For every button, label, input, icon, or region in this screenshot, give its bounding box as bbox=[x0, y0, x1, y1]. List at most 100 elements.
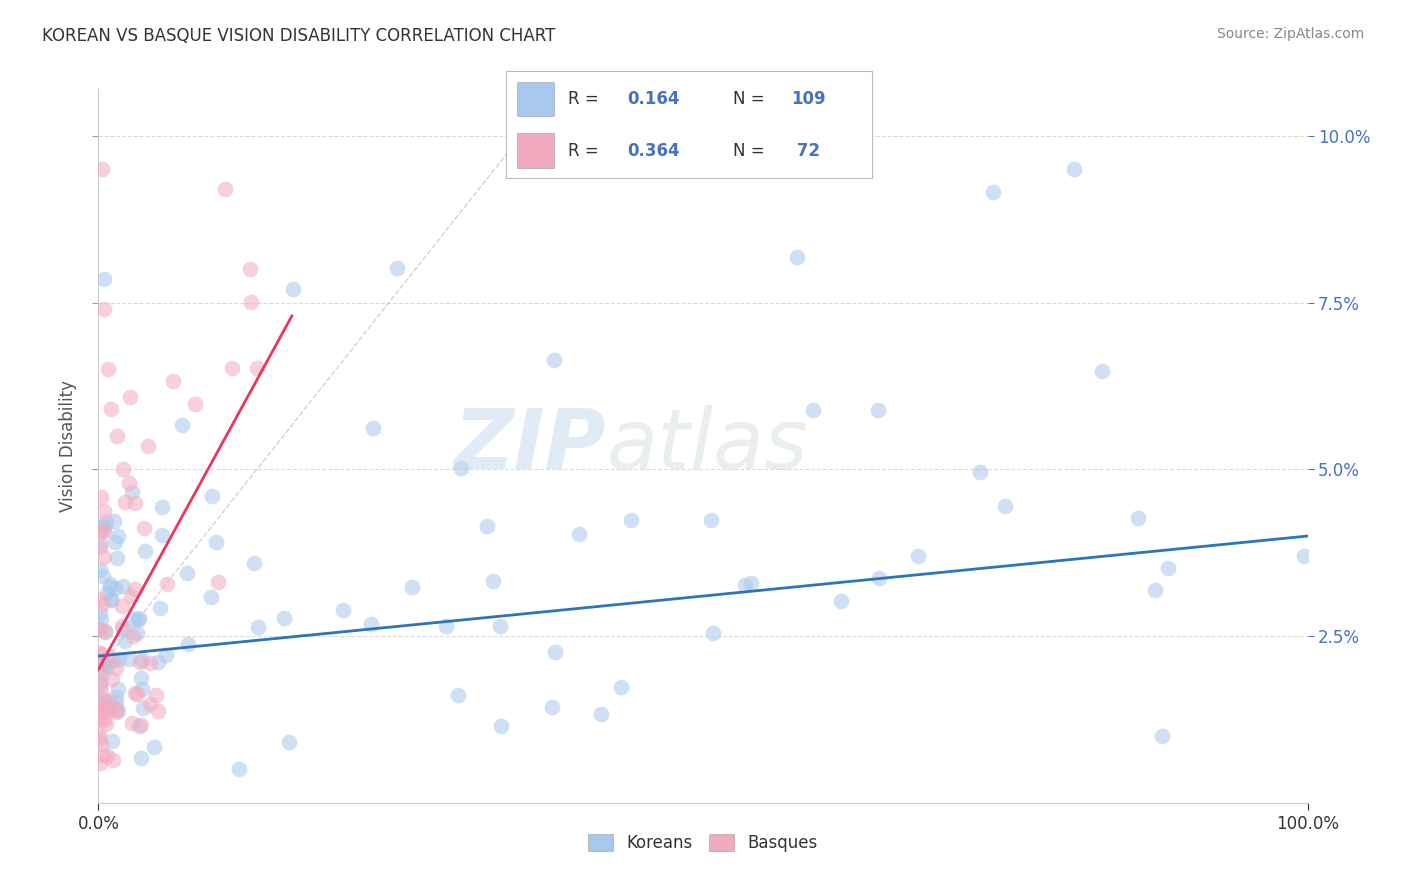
Text: Source: ZipAtlas.com: Source: ZipAtlas.com bbox=[1216, 27, 1364, 41]
Point bbox=[475, 519, 498, 533]
Point bbox=[87, 591, 110, 606]
Point bbox=[90, 696, 112, 710]
Point bbox=[132, 700, 155, 714]
Text: R =: R = bbox=[568, 142, 599, 160]
Text: 109: 109 bbox=[792, 90, 825, 108]
Point bbox=[482, 574, 505, 588]
Point bbox=[94, 700, 117, 714]
Point bbox=[97, 694, 120, 708]
Point bbox=[205, 535, 228, 549]
Point bbox=[90, 691, 112, 706]
Point bbox=[128, 719, 150, 733]
Point bbox=[619, 513, 641, 527]
Point bbox=[90, 646, 112, 660]
Point bbox=[100, 402, 122, 417]
Point bbox=[90, 490, 112, 504]
Point bbox=[610, 680, 633, 694]
Point bbox=[447, 688, 470, 702]
Point bbox=[112, 622, 135, 636]
Point bbox=[89, 756, 111, 771]
Point bbox=[591, 707, 613, 722]
Point bbox=[246, 361, 269, 376]
Point bbox=[184, 397, 207, 411]
Point bbox=[89, 563, 111, 577]
Point bbox=[97, 362, 120, 376]
Point bbox=[96, 748, 118, 763]
Point bbox=[89, 678, 111, 692]
Point bbox=[543, 644, 565, 658]
Point bbox=[91, 524, 114, 539]
Point bbox=[969, 465, 991, 479]
Point bbox=[148, 600, 170, 615]
Point bbox=[129, 751, 152, 765]
Point bbox=[104, 535, 127, 549]
Point bbox=[94, 625, 117, 640]
Point bbox=[489, 719, 512, 733]
Point bbox=[105, 551, 128, 566]
Point bbox=[91, 162, 114, 177]
Point bbox=[104, 705, 127, 719]
Point bbox=[868, 571, 890, 585]
Point bbox=[121, 715, 143, 730]
Point bbox=[98, 650, 121, 665]
Point bbox=[105, 429, 128, 443]
Bar bbox=[517, 82, 554, 116]
Point bbox=[740, 575, 762, 590]
Point bbox=[221, 361, 243, 376]
Point bbox=[200, 591, 222, 605]
Point bbox=[129, 655, 152, 669]
Point bbox=[90, 737, 112, 751]
Point bbox=[1143, 583, 1166, 598]
Point bbox=[93, 699, 115, 714]
Point bbox=[981, 185, 1004, 199]
Point bbox=[136, 439, 159, 453]
Text: R =: R = bbox=[568, 90, 599, 108]
Point bbox=[91, 667, 114, 681]
Point bbox=[89, 648, 111, 662]
Point bbox=[107, 704, 129, 718]
Point bbox=[90, 683, 112, 698]
Point bbox=[1091, 364, 1114, 378]
Point bbox=[104, 701, 127, 715]
Point bbox=[122, 612, 145, 626]
Point bbox=[385, 260, 408, 275]
Point bbox=[91, 597, 114, 611]
Point bbox=[786, 250, 808, 264]
Point bbox=[139, 656, 162, 670]
Point bbox=[111, 619, 134, 633]
Point bbox=[107, 682, 129, 697]
Point bbox=[129, 717, 152, 731]
Point bbox=[90, 519, 112, 533]
Point bbox=[146, 705, 169, 719]
Point bbox=[155, 648, 177, 663]
Point bbox=[93, 302, 115, 317]
Point bbox=[129, 671, 152, 685]
Point bbox=[139, 697, 162, 711]
Point bbox=[700, 513, 723, 527]
Point bbox=[207, 575, 229, 590]
Point bbox=[702, 626, 724, 640]
Point bbox=[118, 390, 141, 404]
Point bbox=[89, 704, 111, 718]
Point bbox=[450, 461, 472, 475]
Point bbox=[127, 625, 149, 640]
Point bbox=[247, 620, 270, 634]
Point bbox=[118, 475, 141, 490]
Point bbox=[278, 735, 301, 749]
Point bbox=[96, 705, 118, 719]
Point bbox=[94, 717, 117, 731]
Point bbox=[105, 696, 128, 710]
Text: ZIP: ZIP bbox=[454, 406, 606, 486]
Point bbox=[121, 629, 143, 643]
Point bbox=[127, 613, 149, 627]
Point bbox=[89, 657, 111, 672]
Point bbox=[488, 619, 510, 633]
Text: atlas: atlas bbox=[606, 406, 808, 486]
Text: 0.364: 0.364 bbox=[627, 142, 679, 160]
Point bbox=[89, 540, 111, 554]
Point bbox=[363, 421, 385, 435]
Point bbox=[201, 489, 224, 503]
Point bbox=[94, 515, 117, 529]
Point bbox=[93, 658, 115, 673]
Point bbox=[131, 653, 153, 667]
